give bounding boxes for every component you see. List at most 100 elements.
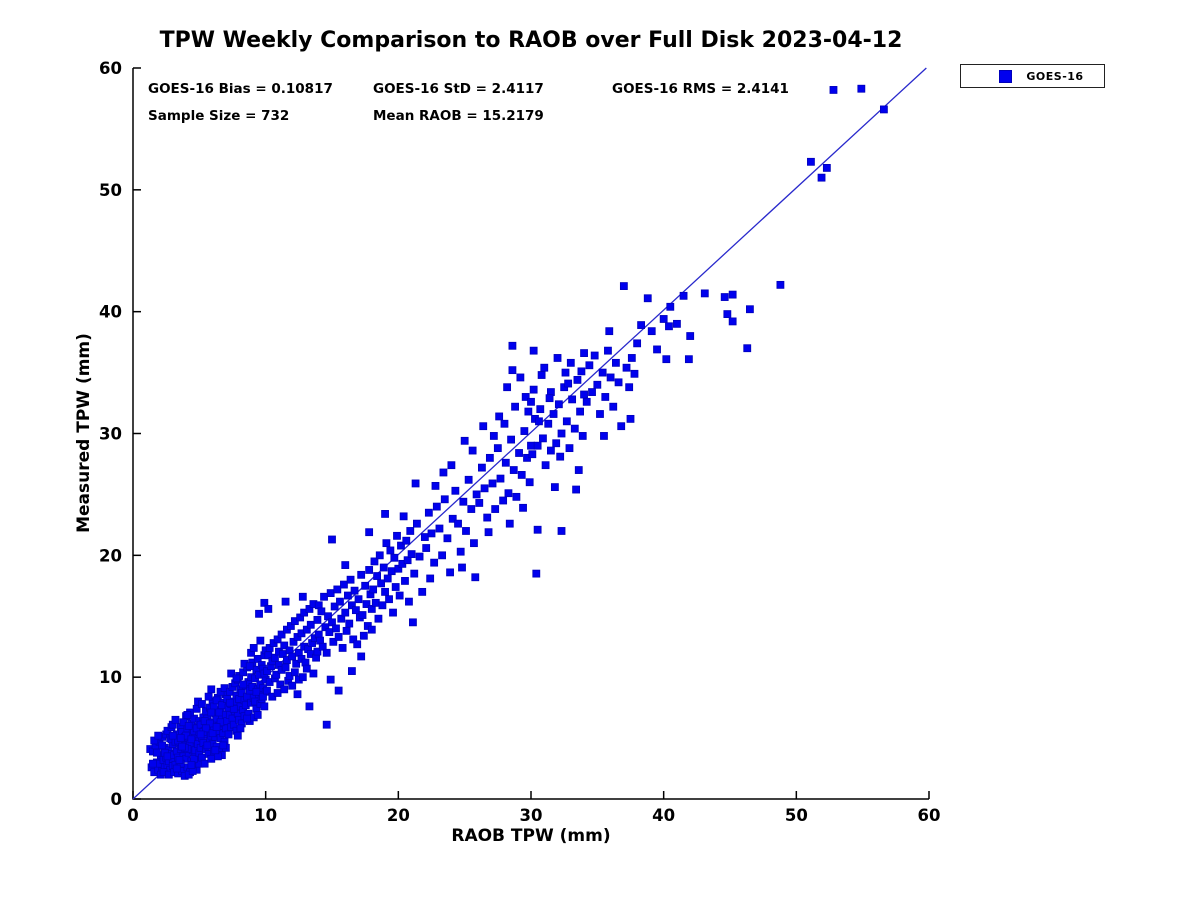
scatter-point bbox=[743, 344, 752, 353]
scatter-point bbox=[431, 481, 440, 490]
scatter-point bbox=[673, 319, 681, 328]
scatter-point bbox=[198, 700, 206, 708]
scatter-point bbox=[175, 756, 184, 764]
scatter-point bbox=[200, 759, 209, 768]
scatter-point bbox=[422, 544, 431, 552]
scatter-point bbox=[259, 692, 267, 701]
scatter-point bbox=[236, 724, 245, 733]
scatter-point bbox=[309, 669, 318, 678]
scatter-point bbox=[561, 368, 570, 377]
scatter-point bbox=[148, 759, 157, 768]
scatter-point bbox=[344, 591, 352, 600]
scatter-point bbox=[580, 349, 588, 357]
scatter-point bbox=[390, 553, 399, 562]
scatter-point bbox=[163, 752, 172, 761]
scatter-point bbox=[479, 422, 488, 431]
scatter-point bbox=[410, 569, 419, 578]
scatter-point bbox=[601, 393, 610, 401]
scatter-point bbox=[570, 424, 579, 433]
scatter-point bbox=[207, 685, 216, 694]
scatter-point bbox=[276, 680, 285, 689]
scatter-point bbox=[203, 741, 212, 750]
scatter-point bbox=[496, 474, 505, 483]
scatter-point bbox=[273, 689, 282, 697]
scatter-point bbox=[480, 484, 489, 493]
scatter-point bbox=[582, 397, 591, 406]
scatter-point bbox=[212, 723, 221, 732]
scatter-point bbox=[385, 595, 393, 604]
scatter-point bbox=[489, 432, 498, 440]
scatter-point bbox=[776, 280, 785, 289]
scatter-point bbox=[393, 531, 401, 540]
scatter-point bbox=[600, 432, 608, 440]
scatter-point bbox=[330, 602, 339, 611]
scatter-point bbox=[357, 652, 366, 661]
scatter-point bbox=[313, 616, 322, 624]
scatter-point bbox=[397, 541, 405, 550]
scatter-point bbox=[464, 475, 473, 484]
scatter-point bbox=[435, 524, 444, 533]
legend-marker-icon bbox=[999, 69, 1012, 83]
scatter-point bbox=[525, 478, 534, 487]
scatter-point bbox=[605, 327, 614, 336]
scatter-point bbox=[554, 400, 563, 409]
scatter-point bbox=[578, 432, 587, 440]
scatter-point bbox=[503, 383, 512, 392]
scatter-point bbox=[375, 551, 384, 560]
scatter-point bbox=[381, 587, 389, 596]
scatter-point bbox=[527, 397, 535, 406]
scatter-point bbox=[505, 519, 514, 528]
scatter-point bbox=[822, 164, 831, 172]
scatter-point bbox=[249, 644, 258, 652]
scatter-point bbox=[585, 361, 594, 370]
scatter-point bbox=[539, 434, 547, 443]
scatter-point bbox=[647, 327, 656, 336]
scatter-point bbox=[552, 439, 561, 448]
scatter-point bbox=[332, 624, 340, 633]
scatter-point bbox=[321, 623, 330, 632]
scatter-point bbox=[370, 557, 379, 566]
scatter-point bbox=[508, 341, 517, 350]
scatter-point bbox=[211, 746, 220, 755]
scatter-point bbox=[829, 86, 838, 94]
scatter-point bbox=[590, 351, 599, 360]
scatter-point bbox=[357, 570, 366, 579]
scatter-point bbox=[341, 561, 350, 569]
scatter-point bbox=[576, 407, 584, 416]
scatter-point bbox=[439, 468, 448, 477]
scatter-point bbox=[337, 614, 346, 623]
scatter-point bbox=[227, 669, 236, 678]
legend-box: GOES-16 bbox=[960, 64, 1105, 88]
scatter-point bbox=[333, 585, 342, 594]
scatter-point bbox=[500, 419, 509, 428]
scatter-point bbox=[440, 495, 449, 504]
scatter-point bbox=[208, 729, 217, 738]
scatter-point bbox=[202, 724, 210, 733]
scatter-point bbox=[446, 568, 454, 577]
scatter-point bbox=[484, 528, 493, 537]
scatter-point bbox=[367, 605, 376, 613]
scatter-point bbox=[379, 563, 388, 572]
scatter-point bbox=[328, 618, 336, 627]
scatter-point bbox=[604, 346, 612, 355]
scatter-point bbox=[456, 547, 465, 556]
scatter-point bbox=[298, 673, 307, 682]
scatter-point bbox=[532, 569, 541, 578]
scatter-point bbox=[588, 388, 596, 396]
scatter-point bbox=[351, 606, 360, 615]
scatter-point bbox=[406, 527, 415, 535]
scatter-point bbox=[325, 628, 334, 636]
scatter-point bbox=[447, 461, 456, 470]
scatter-point bbox=[373, 572, 382, 580]
scatter-point bbox=[438, 551, 447, 560]
scatter-point bbox=[329, 637, 338, 646]
scatter-point bbox=[342, 626, 351, 635]
scatter-point bbox=[328, 535, 336, 544]
scatter-point bbox=[374, 614, 383, 623]
scatter-point bbox=[622, 363, 631, 372]
stat-rms: GOES-16 RMS = 2.4141 bbox=[612, 81, 789, 97]
scatter-point bbox=[817, 173, 826, 182]
scatter-point bbox=[347, 667, 356, 675]
scatter-point bbox=[150, 736, 159, 745]
